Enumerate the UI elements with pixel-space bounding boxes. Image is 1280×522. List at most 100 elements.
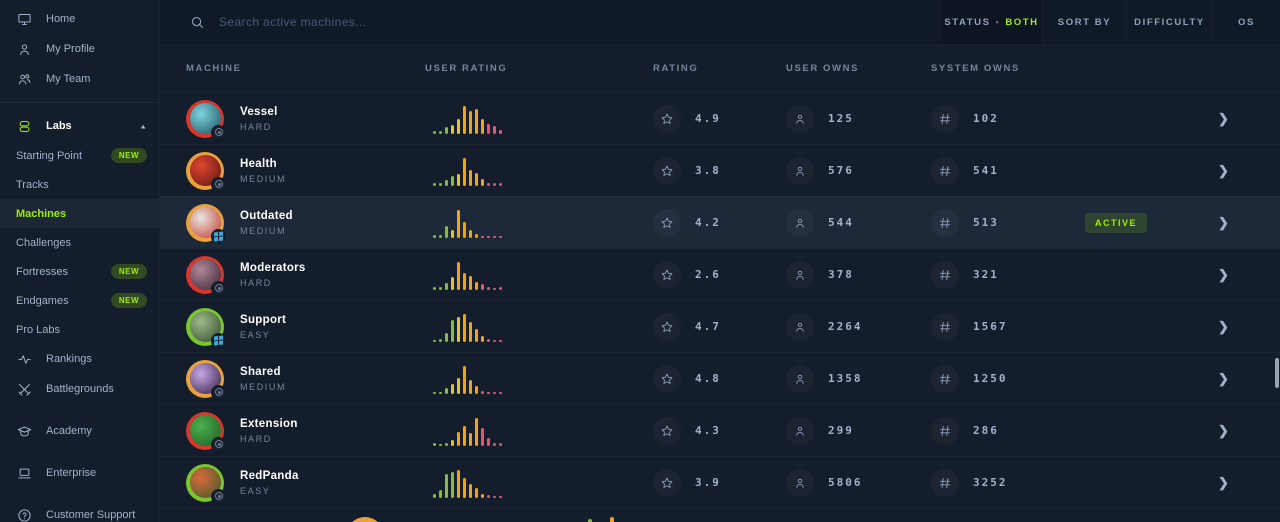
machine-avatar — [186, 151, 226, 192]
hash-icon — [931, 105, 959, 133]
sparkline-bar — [445, 442, 448, 446]
sidebar-item-starting-point[interactable]: Starting Point NEW — [0, 141, 159, 170]
search-bar[interactable] — [160, 0, 940, 44]
machine-row-redpanda[interactable]: RedPanda EASY 3.9 5806 3252 ❯ — [160, 456, 1280, 508]
hash-icon — [931, 157, 959, 185]
sidebar-item-rankings[interactable]: Rankings — [0, 344, 159, 374]
machine-row-outdated[interactable]: Outdated MEDIUM 4.2 544 513 ACTIVE ❯ — [160, 196, 1280, 248]
os-badge — [211, 280, 226, 296]
chevron-right-icon: ❯ — [1218, 266, 1229, 282]
sparkline-bar — [439, 182, 442, 186]
system-owns-cell: 1567 — [926, 313, 1081, 341]
machine-text: Outdated MEDIUM — [240, 210, 293, 236]
row-chevron-cell[interactable]: ❯ — [1216, 422, 1280, 440]
status-cell: ACTIVE — [1081, 212, 1216, 233]
sparkline-bar — [439, 489, 442, 498]
person-icon — [786, 365, 814, 393]
row-chevron-cell[interactable]: ❯ — [1216, 110, 1280, 128]
machine-row-shared[interactable]: Shared MEDIUM 4.8 1358 1250 ❯ — [160, 352, 1280, 404]
user-owns-cell-value: 378 — [828, 268, 854, 281]
sparkline-bar — [481, 427, 484, 446]
status-filter-separator: • — [995, 17, 1001, 27]
machine-row-extension[interactable]: Extension HARD 4.3 299 286 ❯ — [160, 404, 1280, 456]
windows-os-icon — [214, 231, 223, 241]
sidebar-item-label: Rankings — [46, 353, 92, 365]
machine-row-support[interactable]: Support EASY 4.7 2264 1567 ❯ — [160, 300, 1280, 352]
swords-icon — [16, 381, 32, 397]
sidebar-item-customer-support[interactable]: Customer Support — [0, 500, 159, 522]
rating-cell-value: 4.9 — [695, 112, 721, 125]
user-rating-sparkline — [425, 312, 648, 342]
os-badge — [211, 176, 226, 192]
search-input[interactable] — [219, 15, 519, 29]
sidebar-item-endgames[interactable]: Endgames NEW — [0, 286, 159, 315]
sparkline-bar — [481, 178, 484, 186]
sidebar-item-label: Labs — [46, 120, 72, 132]
sidebar-item-challenges[interactable]: Challenges — [0, 228, 159, 257]
row-chevron-cell[interactable]: ❯ — [1216, 474, 1280, 492]
row-chevron-cell[interactable]: ❯ — [1216, 318, 1280, 336]
machine-row-moderators[interactable]: Moderators HARD 2.6 378 321 ❯ — [160, 248, 1280, 300]
system-owns-cell-value: 1567 — [973, 320, 1008, 333]
windows-os-icon — [214, 335, 223, 345]
sort-by-filter[interactable]: SORT BY — [1042, 0, 1126, 44]
row-chevron-cell[interactable]: ❯ — [1216, 266, 1280, 284]
sparkline-bar — [499, 339, 502, 342]
sidebar-item-my-profile[interactable]: My Profile — [0, 34, 159, 64]
person-icon — [786, 261, 814, 289]
row-chevron-cell[interactable]: ❯ — [1216, 370, 1280, 388]
rating-cell-value: 4.8 — [695, 372, 721, 385]
star-icon — [653, 157, 681, 185]
sparkline-bar — [451, 124, 454, 134]
user-owns-cell: 125 — [781, 105, 926, 133]
system-owns-cell: 513 — [926, 209, 1081, 237]
sidebar-item-my-team[interactable]: My Team — [0, 64, 159, 94]
sparkline-bar — [475, 108, 478, 134]
sparkline-bar — [433, 493, 436, 498]
sparkline-bar — [493, 235, 496, 238]
system-owns-cell-value: 286 — [973, 424, 999, 437]
sidebar-item-enterprise[interactable]: Enterprise — [0, 458, 159, 488]
laptop-icon — [16, 465, 32, 481]
sparkline-bar — [433, 391, 436, 394]
hash-icon — [931, 365, 959, 393]
sidebar-item-machines[interactable]: Machines — [0, 199, 159, 228]
user-rating-sparkline — [425, 260, 648, 290]
chevron-right-icon: ❯ — [1218, 370, 1229, 386]
sidebar-item-label: Academy — [46, 425, 92, 437]
machine-row-health[interactable]: Health MEDIUM 3.8 576 541 ❯ — [160, 144, 1280, 196]
machine-difficulty: EASY — [240, 329, 271, 340]
sparkline-bar — [445, 473, 448, 498]
machine-difficulty: HARD — [240, 121, 272, 132]
partial-next-row — [160, 508, 1280, 522]
sparkline-bar — [463, 221, 466, 238]
sidebar-item-labs[interactable]: Labs ▲ — [0, 111, 159, 141]
sparkline-bar — [469, 110, 472, 134]
system-owns-cell: 286 — [926, 417, 1081, 445]
sparkline-bar — [475, 417, 478, 446]
rating-cell: 2.6 — [648, 261, 781, 289]
sidebar-item-label: Tracks — [16, 178, 49, 191]
star-icon — [653, 313, 681, 341]
os-filter[interactable]: OS — [1212, 0, 1280, 44]
sidebar-item-fortresses[interactable]: Fortresses NEW — [0, 257, 159, 286]
sidebar-item-academy[interactable]: Academy — [0, 416, 159, 446]
sidebar-item-pro-labs[interactable]: Pro Labs — [0, 315, 159, 344]
sidebar-item-home[interactable]: Home — [0, 4, 159, 34]
row-chevron-cell[interactable]: ❯ — [1216, 162, 1280, 180]
sparkline-bar — [475, 281, 478, 290]
status-filter-value: BOTH — [1005, 16, 1039, 28]
user-owns-cell-value: 544 — [828, 216, 854, 229]
machine-difficulty: MEDIUM — [240, 173, 287, 184]
status-filter[interactable]: STATUS • BOTH — [940, 0, 1042, 44]
row-chevron-cell[interactable]: ❯ — [1216, 214, 1280, 232]
difficulty-filter[interactable]: DIFFICULTY — [1126, 0, 1212, 44]
sparkline-bar — [475, 233, 478, 238]
sidebar-item-tracks[interactable]: Tracks — [0, 170, 159, 199]
sparkline-bar — [499, 129, 502, 134]
sparkline-bar — [439, 234, 442, 238]
sidebar-item-battlegrounds[interactable]: Battlegrounds — [0, 374, 159, 404]
scrollbar-thumb[interactable] — [1275, 358, 1279, 388]
machine-row-vessel[interactable]: Vessel HARD 4.9 125 102 ❯ — [160, 92, 1280, 144]
